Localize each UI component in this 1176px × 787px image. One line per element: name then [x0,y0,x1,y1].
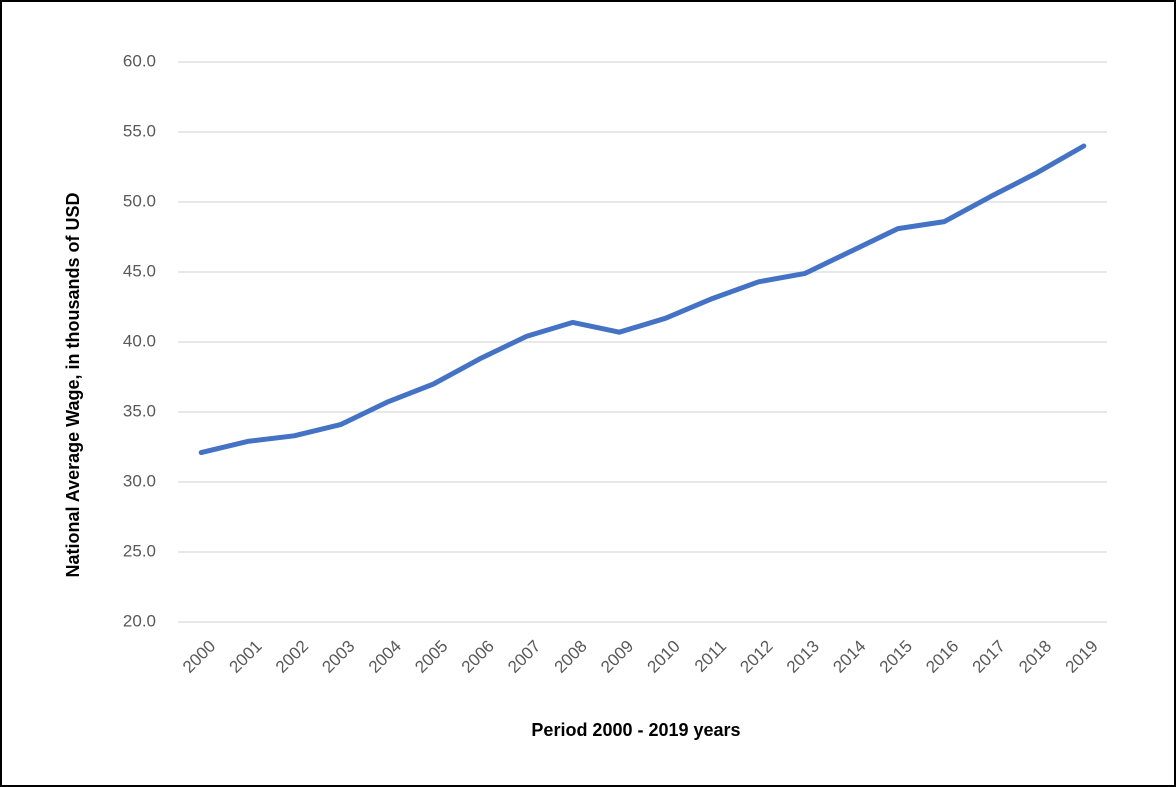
y-axis-title: National Average Wage, in thousands of U… [63,192,83,577]
y-tick-label: 20.0 [123,611,156,630]
y-tick-label: 45.0 [123,261,156,280]
data-line [198,143,1087,456]
y-tick-label: 60.0 [123,51,156,70]
y-tick-label: 55.0 [123,121,156,140]
x-axis-title: Period 2000 - 2019 years [531,720,740,740]
y-tick-label: 30.0 [123,471,156,490]
y-tick-label: 40.0 [123,331,156,350]
y-tick-label: 35.0 [123,401,156,420]
y-tick-label: 25.0 [123,541,156,560]
y-tick-label: 50.0 [123,191,156,210]
